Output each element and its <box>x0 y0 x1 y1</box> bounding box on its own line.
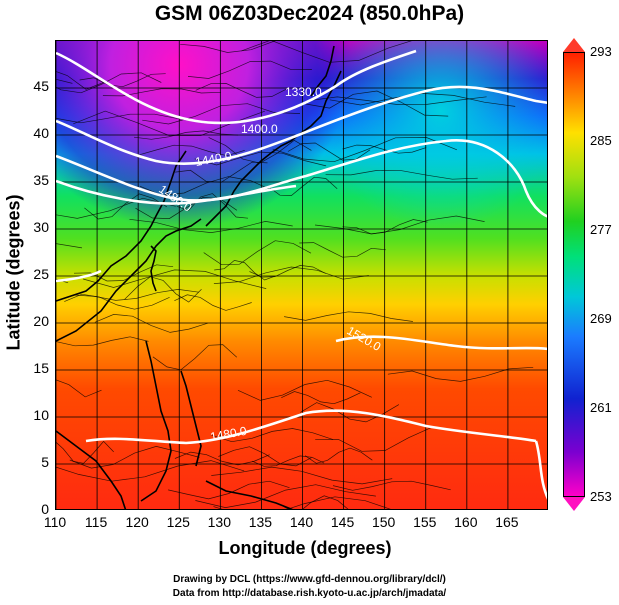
streamline <box>252 455 325 467</box>
y-tick-label: 40 <box>33 125 49 141</box>
streamline <box>176 193 249 219</box>
x-tick-label: 125 <box>166 514 190 530</box>
streamline <box>124 276 202 303</box>
height-contours <box>56 49 547 500</box>
streamline <box>69 446 200 469</box>
streamline <box>305 90 449 117</box>
streamline <box>304 447 373 464</box>
streamline <box>129 218 293 233</box>
x-tick-label: 115 <box>84 514 108 530</box>
x-tick-label: 140 <box>289 514 314 530</box>
streamline <box>152 344 238 371</box>
streamline <box>94 314 208 333</box>
map-canvas: 1330.0 1400.0 1440.0 1480.0 1520.0 1480.… <box>56 41 547 509</box>
streamline <box>195 83 288 98</box>
streamline <box>56 72 162 94</box>
colorbar-tick-label: 269 <box>590 311 612 326</box>
y-tick-label: 30 <box>33 219 49 235</box>
streamline <box>56 379 102 398</box>
contour-label: 1440.0 <box>194 149 233 169</box>
streamline <box>307 96 487 105</box>
colorbar-max-arrow <box>563 38 585 52</box>
streamline <box>211 466 393 485</box>
streamline <box>213 496 391 509</box>
streamline <box>74 289 199 301</box>
y-tick-label: 0 <box>41 501 49 517</box>
streamline <box>387 366 534 382</box>
y-tick-label: 35 <box>33 172 49 188</box>
credit-data: Data from http://database.rish.kyoto-u.a… <box>172 588 447 599</box>
streamline <box>332 480 451 491</box>
streamline <box>281 391 361 405</box>
x-tick-label: 130 <box>207 514 231 530</box>
streamline <box>299 242 386 258</box>
streamline <box>325 170 478 180</box>
streamline <box>64 293 170 310</box>
x-tick-label: 135 <box>248 514 273 530</box>
streamline <box>56 460 245 482</box>
streamline <box>73 264 174 282</box>
streamline <box>249 265 326 278</box>
colorbar-tick-label: 277 <box>590 222 612 237</box>
streamline <box>241 41 412 63</box>
streamline <box>174 451 270 466</box>
streamline <box>300 402 400 423</box>
y-tick-label: 10 <box>33 407 49 423</box>
streamline <box>218 446 312 467</box>
streamline <box>194 151 327 167</box>
streamline <box>213 266 369 284</box>
streamline <box>142 103 301 125</box>
x-tick-label: 120 <box>125 514 149 530</box>
streamline <box>102 88 222 97</box>
x-tick-label: 145 <box>330 514 355 530</box>
streamline <box>84 193 167 220</box>
streamline <box>56 197 176 219</box>
colorbar-min-arrow <box>563 497 585 511</box>
colorbar-tick-label: 293 <box>590 44 612 59</box>
colorbar-tick-label: 261 <box>590 400 612 415</box>
streamline <box>214 260 275 281</box>
streamline <box>203 240 312 266</box>
streamline <box>329 93 516 107</box>
colorbar <box>563 52 585 497</box>
y-tick-label: 45 <box>33 78 49 94</box>
streamline <box>138 144 245 157</box>
streamline <box>56 336 149 347</box>
streamline <box>79 73 166 88</box>
x-tick-label: 160 <box>454 514 478 530</box>
x-axis-label: Longitude (degrees) <box>218 538 392 558</box>
map-plot-area: 1330.0 1400.0 1440.0 1480.0 1520.0 1480.… <box>55 40 548 510</box>
contour-label: 1330.0 <box>285 85 322 99</box>
credit-drawing: Drawing by DCL (https://www.gfd-dennou.o… <box>173 574 446 585</box>
x-tick-label: 165 <box>495 514 519 530</box>
streamline <box>56 440 114 464</box>
streamline <box>284 311 413 322</box>
y-tick-label: 25 <box>33 266 49 282</box>
streamline <box>187 60 312 79</box>
contour-label: 1400.0 <box>241 122 278 136</box>
streamline <box>211 428 334 443</box>
streamline <box>56 71 105 90</box>
x-tick-label: 155 <box>413 514 437 530</box>
x-tick-label: 110 <box>43 514 67 530</box>
y-tick-label: 20 <box>33 313 49 329</box>
streamline <box>180 41 277 53</box>
y-tick-label: 5 <box>41 454 49 470</box>
streamline <box>168 480 290 500</box>
chart-title: GSM 06Z03Dec2024 (850.0hPa) <box>154 2 465 25</box>
streamline <box>133 130 239 140</box>
streamline <box>272 137 458 163</box>
y-tick-label: 15 <box>33 360 49 376</box>
streamline <box>195 484 376 508</box>
streamline <box>174 294 252 311</box>
streamline <box>237 379 372 401</box>
colorbar-tick-label: 285 <box>590 133 612 148</box>
streamline <box>83 269 267 289</box>
coastlines <box>56 45 342 509</box>
streamline <box>283 495 349 509</box>
colorbar-tick-label: 253 <box>590 489 612 504</box>
contour-label: 1480.0 <box>209 424 248 444</box>
x-tick-label: 150 <box>371 514 396 530</box>
